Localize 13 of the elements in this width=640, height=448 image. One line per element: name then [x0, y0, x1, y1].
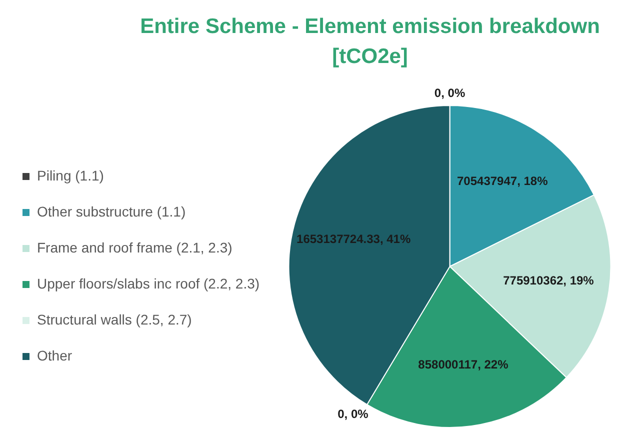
chart-title: Entire Scheme - Element emission breakdown [tCO2e]: [139, 14, 601, 70]
legend-label: Structural walls (2.5, 2.7): [37, 311, 192, 328]
legend-label: Frame and roof frame (2.1, 2.3): [37, 239, 232, 256]
legend-label: Other substructure (1.1): [37, 203, 186, 220]
data-label: 858000117, 22%: [418, 358, 509, 372]
legend-label: Other: [37, 347, 72, 364]
data-label: 705437947, 18%: [457, 174, 548, 188]
legend-label: Upper floors/slabs inc roof (2.2, 2.3): [37, 275, 260, 292]
data-label: 1653137724.33, 41%: [296, 232, 411, 246]
data-label: 775910362, 19%: [503, 274, 594, 288]
text: 0, 0%: [338, 407, 368, 422]
legend-label: Piling (1.1): [37, 167, 104, 184]
text: 0, 0%: [434, 86, 466, 100]
